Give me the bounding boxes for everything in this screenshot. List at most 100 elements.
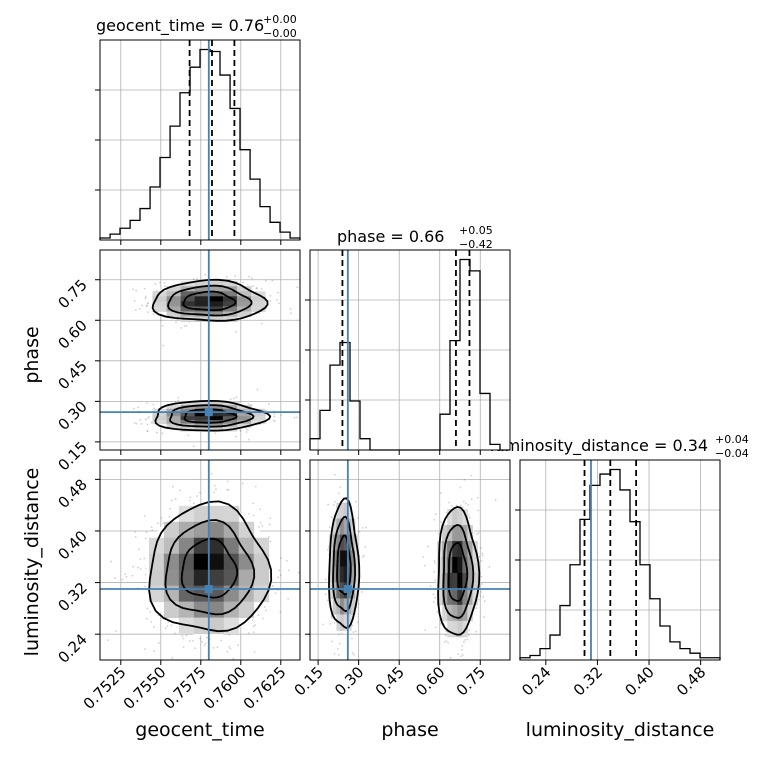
joint-luminosity-distance-vs-geocent-time-sample-0-675	[265, 609, 268, 612]
joint-phase-vs-geocent-time-mode-0-cell-5-0	[222, 281, 238, 287]
joint-luminosity-distance-vs-phase-mode-0-cell-7-5	[354, 582, 360, 599]
joint-phase-vs-geocent-time-mode-0-cell-5-5	[222, 306, 238, 312]
joint-luminosity-distance-vs-geocent-time-sample-0-833	[262, 617, 264, 620]
joint-luminosity-distance-vs-phase-sample-0-115	[324, 593, 327, 596]
joint-phase-vs-geocent-time-sample-0-215	[161, 324, 164, 327]
joint-luminosity-distance-vs-geocent-time-sample-0-747	[228, 633, 231, 636]
joint-luminosity-distance-vs-phase-mode-1-cell-4-2	[457, 540, 463, 558]
joint-luminosity-distance-vs-phase-sample-0-90	[352, 631, 355, 633]
joint-phase-vs-geocent-time-mode-0-contour-0	[151, 278, 269, 322]
joint-luminosity-distance-vs-geocent-time-sample-0-588	[145, 617, 148, 620]
joint-luminosity-distance-vs-geocent-time-sample-0-796	[229, 647, 232, 650]
joint-luminosity-distance-vs-phase-sample-1-273	[477, 509, 480, 512]
joint-luminosity-distance-vs-phase-sample-0-45	[362, 555, 364, 558]
joint-luminosity-distance-vs-phase-sample-1-398	[477, 531, 480, 534]
joint-luminosity-distance-vs-geocent-time-sample-0-357	[241, 482, 244, 485]
joint-phase-vs-geocent-time-sample-0-532	[154, 283, 157, 285]
joint-phase-vs-geocent-time-mode-0-cell-3-2	[194, 291, 210, 297]
joint-luminosity-distance-vs-geocent-time-ytick-label-1: 0.32	[54, 579, 90, 615]
joint-luminosity-distance-vs-phase-sample-0-294	[322, 623, 324, 626]
joint-luminosity-distance-vs-phase-sample-1-166	[480, 575, 483, 578]
joint-luminosity-distance-vs-phase-mode-0-cell-6-3	[351, 550, 356, 567]
joint-luminosity-distance-vs-geocent-time-sample-0-883	[212, 647, 215, 649]
joint-phase-vs-geocent-time-mode-1-cell-1-5	[166, 419, 182, 425]
joint-luminosity-distance-vs-phase-sample-0-289	[331, 640, 334, 643]
joint-phase-vs-geocent-time-sample-0-41	[252, 285, 255, 288]
joint-phase-vs-geocent-time-sample-1-314	[146, 423, 149, 426]
joint-luminosity-distance-vs-phase-sample-0-23	[352, 653, 355, 656]
joint-luminosity-distance-vs-phase-mode-1-cell-2-5	[447, 588, 453, 606]
joint-luminosity-distance-vs-geocent-time-sample-0-124	[188, 499, 191, 502]
joint-luminosity-distance-vs-phase-sample-1-445	[434, 579, 437, 581]
joint-luminosity-distance-vs-phase-sample-1-271	[439, 492, 442, 495]
joint-luminosity-distance-vs-geocent-time-sample-0-786	[272, 585, 274, 587]
joint-luminosity-distance-vs-phase-mode-0-cell-1-6	[332, 598, 337, 615]
title-geocent-time-plus: +0.00	[263, 13, 297, 26]
joint-luminosity-distance-vs-geocent-time-sample-0-792	[139, 568, 142, 570]
joint-luminosity-distance-vs-geocent-time-sample-0-514	[144, 573, 147, 576]
joint-luminosity-distance-vs-geocent-time-sample-0-424	[146, 607, 149, 610]
joint-phase-vs-geocent-time-sample-0-279	[147, 301, 150, 304]
joint-phase-vs-geocent-time-sample-0-412	[242, 281, 244, 284]
joint-luminosity-distance-vs-phase-mode-0-cell-0-4	[328, 566, 334, 583]
joint-luminosity-distance-vs-phase-sample-0-238	[364, 545, 367, 548]
joint-luminosity-distance-vs-phase-mode-1-cell-2-2	[447, 540, 453, 558]
joint-luminosity-distance-vs-phase-sample-0-51	[327, 503, 330, 506]
joint-phase-vs-geocent-time-mode-1-cell-4-4	[208, 416, 224, 421]
joint-luminosity-distance-vs-phase-mode-1-cell-3-1	[452, 525, 458, 542]
joint-phase-vs-geocent-time-mode-0-cell-7-4	[251, 301, 266, 307]
joint-luminosity-distance-vs-phase-mode-0-cell-6-6	[351, 598, 356, 615]
joint-phase-vs-geocent-time-sample-1-109	[280, 414, 282, 417]
joint-luminosity-distance-vs-geocent-time-sample-0-404	[215, 488, 217, 491]
joint-luminosity-distance-vs-geocent-time-sample-0-772	[227, 488, 230, 491]
title-phase-plus: +0.05	[459, 224, 493, 237]
joint-luminosity-distance-vs-phase-mode-1-cell-4-3	[457, 556, 463, 574]
joint-luminosity-distance-vs-geocent-time-sample-0-730	[247, 632, 250, 634]
joint-phase-vs-geocent-time-mode-0-cell-6-4	[236, 301, 252, 307]
joint-phase-vs-geocent-time-sample-1-59	[148, 416, 151, 418]
joint-phase-vs-geocent-time-mode-0-cell-4-5	[208, 306, 224, 312]
joint-luminosity-distance-vs-phase-mode-1-cell-5-5	[462, 588, 468, 606]
joint-luminosity-distance-vs-phase-sample-1-486	[459, 486, 462, 489]
hist-phase	[305, 249, 511, 455]
joint-luminosity-distance-vs-phase-mode-1-cell-7-4	[472, 572, 479, 590]
joint-phase-vs-geocent-time-sample-1-131	[248, 438, 250, 441]
joint-luminosity-distance-vs-geocent-time-sample-0-80	[170, 499, 173, 502]
joint-luminosity-distance-vs-phase-sample-0-323	[334, 500, 336, 503]
joint-luminosity-distance-vs-phase-sample-1-467	[480, 591, 482, 593]
joint-luminosity-distance-vs-geocent-time-sample-0-790	[172, 485, 174, 488]
joint-luminosity-distance-vs-geocent-time-mode-0-cell-4-4	[208, 569, 225, 587]
joint-luminosity-distance-vs-geocent-time-sample-0-637	[254, 485, 257, 488]
joint-luminosity-distance-vs-geocent-time-sample-0-554	[237, 644, 239, 647]
joint-luminosity-distance-vs-geocent-time-sample-0-865	[166, 625, 169, 627]
joint-phase-vs-geocent-time-mode-0-cell-6-2	[236, 291, 252, 297]
joint-phase-vs-geocent-time-mode-1-cell-2-3	[180, 412, 196, 417]
joint-luminosity-distance-vs-geocent-time-mode-0-cell-5-2	[223, 537, 240, 555]
joint-phase-vs-geocent-time-sample-0-197	[255, 287, 258, 290]
joint-luminosity-distance-vs-phase-mode-1-cell-4-0	[457, 509, 463, 526]
ylabel-phase: phase	[21, 326, 43, 383]
joint-luminosity-distance-vs-geocent-time-sample-0-371	[153, 650, 156, 653]
joint-luminosity-distance-vs-phase-mode-1-cell-5-6	[462, 604, 468, 622]
joint-luminosity-distance-vs-phase-sample-1-392	[434, 513, 437, 515]
joint-phase-vs-geocent-time-mode-0-cell-6-1	[236, 286, 252, 292]
joint-phase-vs-geocent-time: 0.15 0.30 0.45 0.60 0.75	[54, 249, 301, 474]
joint-phase-vs-geocent-time-mode-1-cell-7-4	[251, 416, 266, 421]
joint-luminosity-distance-vs-phase-truth-marker	[343, 585, 352, 594]
joint-luminosity-distance-vs-geocent-time-mode-0-cell-4-3	[208, 553, 225, 571]
joint-phase-vs-geocent-time-mode-1-cell-3-4	[194, 416, 210, 421]
joint-luminosity-distance-vs-phase-sample-0-321	[354, 630, 357, 633]
joint-phase-vs-geocent-time-sample-1-94	[239, 430, 242, 433]
joint-luminosity-distance-vs-phase-mode-1-cell-2-6	[447, 604, 453, 622]
joint-luminosity-distance-vs-phase-sample-1-426	[433, 601, 435, 603]
joint-phase-vs-geocent-time-mode-1-cell-0-5	[152, 419, 168, 425]
joint-luminosity-distance-vs-phase-sample-1-419	[445, 640, 448, 643]
joint-phase-vs-geocent-time-mode-1-cell-3-0	[194, 401, 210, 406]
joint-luminosity-distance-vs-phase-sample-0-288	[326, 599, 329, 602]
joint-luminosity-distance-vs-geocent-time-mode-0-cell-6-6	[238, 601, 255, 619]
joint-phase-vs-geocent-time-sample-0-543	[296, 286, 299, 289]
joint-luminosity-distance-vs-phase-sample-0-39	[340, 632, 343, 635]
joint-phase-vs-geocent-time-sample-0-551	[192, 278, 195, 281]
joint-phase-vs-geocent-time-sample-0-386	[204, 273, 207, 276]
title-geocent-time-minus: −0.00	[263, 27, 297, 40]
